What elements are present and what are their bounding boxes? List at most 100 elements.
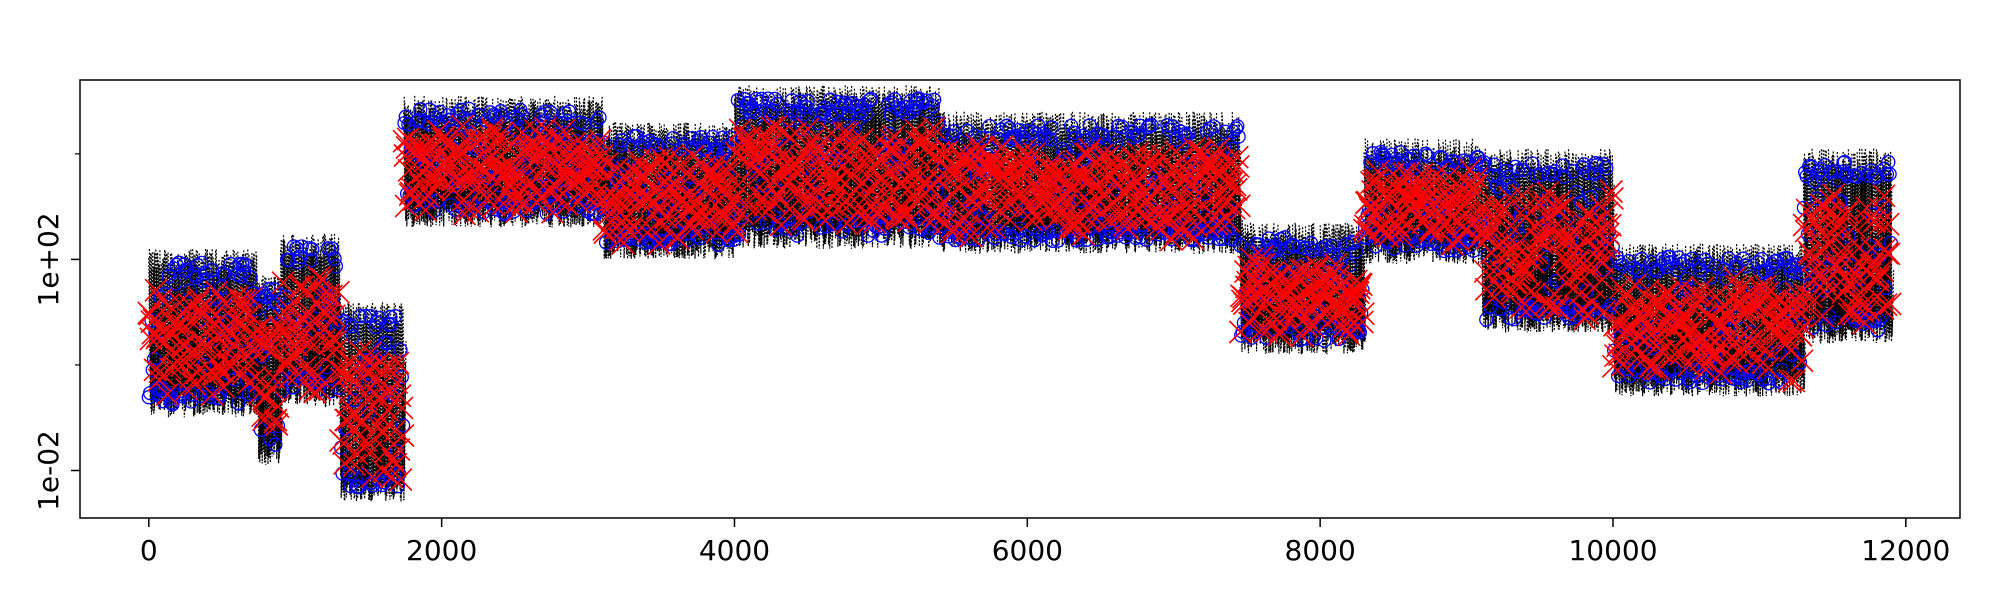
- data-point: [420, 167, 444, 192]
- data-point: [1659, 259, 1675, 274]
- data-point: [435, 115, 450, 130]
- data-point: [319, 284, 343, 308]
- data-point: [249, 334, 265, 350]
- data-point: [1867, 264, 1891, 288]
- data-point: [1580, 165, 1595, 181]
- data-point: [194, 255, 209, 271]
- data-point: [1825, 204, 1849, 228]
- data-point: [635, 135, 651, 150]
- data-point: [1580, 290, 1604, 314]
- data-point: [988, 226, 1004, 242]
- data-point: [1625, 347, 1649, 371]
- data-point: [1642, 356, 1666, 380]
- data-point: [1255, 289, 1279, 313]
- data-point: [771, 120, 795, 144]
- data-point: [617, 219, 642, 244]
- data-point: [791, 205, 815, 229]
- data-point: [1636, 278, 1660, 302]
- data-point: [1521, 250, 1546, 275]
- data-point: [1646, 357, 1671, 381]
- data-point: [1538, 191, 1553, 207]
- data-point: [315, 304, 339, 328]
- data-point: [533, 116, 558, 141]
- data-point: [858, 106, 873, 122]
- data-point: [1590, 268, 1614, 292]
- data-point: [1744, 349, 1768, 373]
- data-point: [656, 167, 681, 191]
- data-point: [483, 130, 507, 154]
- data-point: [250, 315, 274, 339]
- data-point: [1506, 311, 1522, 327]
- data-point: [307, 265, 331, 289]
- data-point: [1160, 227, 1184, 252]
- data-point: [276, 296, 300, 320]
- data-point: [1858, 262, 1882, 287]
- data-point: [1600, 186, 1624, 210]
- data-point: [691, 133, 706, 148]
- data-point: [222, 307, 246, 331]
- data-point: [240, 373, 255, 388]
- data-point: [1551, 195, 1575, 219]
- data-point: [1840, 169, 1855, 184]
- data-point: [1520, 241, 1545, 265]
- data-point: [543, 140, 567, 164]
- data-point: [1468, 157, 1483, 172]
- data-point: [1836, 155, 1851, 170]
- data-point: [709, 143, 724, 159]
- data-point: [1756, 356, 1780, 380]
- data-point: [1165, 220, 1189, 244]
- data-point: [486, 107, 502, 122]
- data-point: [592, 110, 607, 125]
- data-point: [998, 226, 1013, 242]
- data-point: [333, 451, 357, 475]
- data-point: [1064, 149, 1088, 173]
- data-point: [323, 329, 347, 353]
- data-point: [754, 200, 778, 224]
- data-point: [265, 412, 289, 437]
- data-point: [927, 92, 942, 107]
- data-point: [286, 239, 301, 254]
- data-point: [1064, 118, 1079, 134]
- data-point: [737, 91, 752, 107]
- data-point: [943, 164, 967, 188]
- data-point: [1876, 212, 1900, 236]
- data-point: [1421, 215, 1445, 240]
- data-point: [1596, 157, 1611, 172]
- data-point: [1872, 184, 1896, 208]
- data-point: [443, 166, 467, 190]
- data-point: [466, 199, 490, 223]
- data-point: [277, 366, 301, 390]
- data-point: [1225, 145, 1249, 169]
- data-point: [204, 263, 220, 278]
- plot-frame: [79, 79, 1961, 519]
- data-point: [1177, 127, 1192, 142]
- data-point: [1169, 132, 1184, 147]
- data-point: [1811, 279, 1836, 303]
- data-point: [1513, 206, 1537, 230]
- data-point: [900, 162, 924, 186]
- data-point: [716, 199, 740, 223]
- data-point: [1780, 320, 1804, 344]
- data-point: [1131, 183, 1155, 208]
- data-point: [214, 291, 238, 316]
- data-point: [312, 374, 328, 389]
- data-point: [1535, 256, 1551, 271]
- data-point: [552, 119, 576, 143]
- data-point: [448, 137, 472, 161]
- data-point: [352, 436, 376, 460]
- data-point: [348, 472, 363, 487]
- data-point: [1599, 160, 1614, 176]
- data-point: [384, 317, 399, 332]
- data-point: [1720, 327, 1744, 351]
- data-point: [274, 302, 298, 327]
- data-point: [1477, 159, 1493, 174]
- data-point: [308, 378, 332, 402]
- data-point: [696, 140, 711, 155]
- data-point: [385, 371, 409, 395]
- data-point: [281, 290, 305, 314]
- data-layer: [137, 85, 1902, 502]
- data-point: [1736, 251, 1751, 266]
- data-point: [1869, 211, 1893, 235]
- data-point: [1153, 168, 1178, 192]
- data-point: [1238, 311, 1262, 335]
